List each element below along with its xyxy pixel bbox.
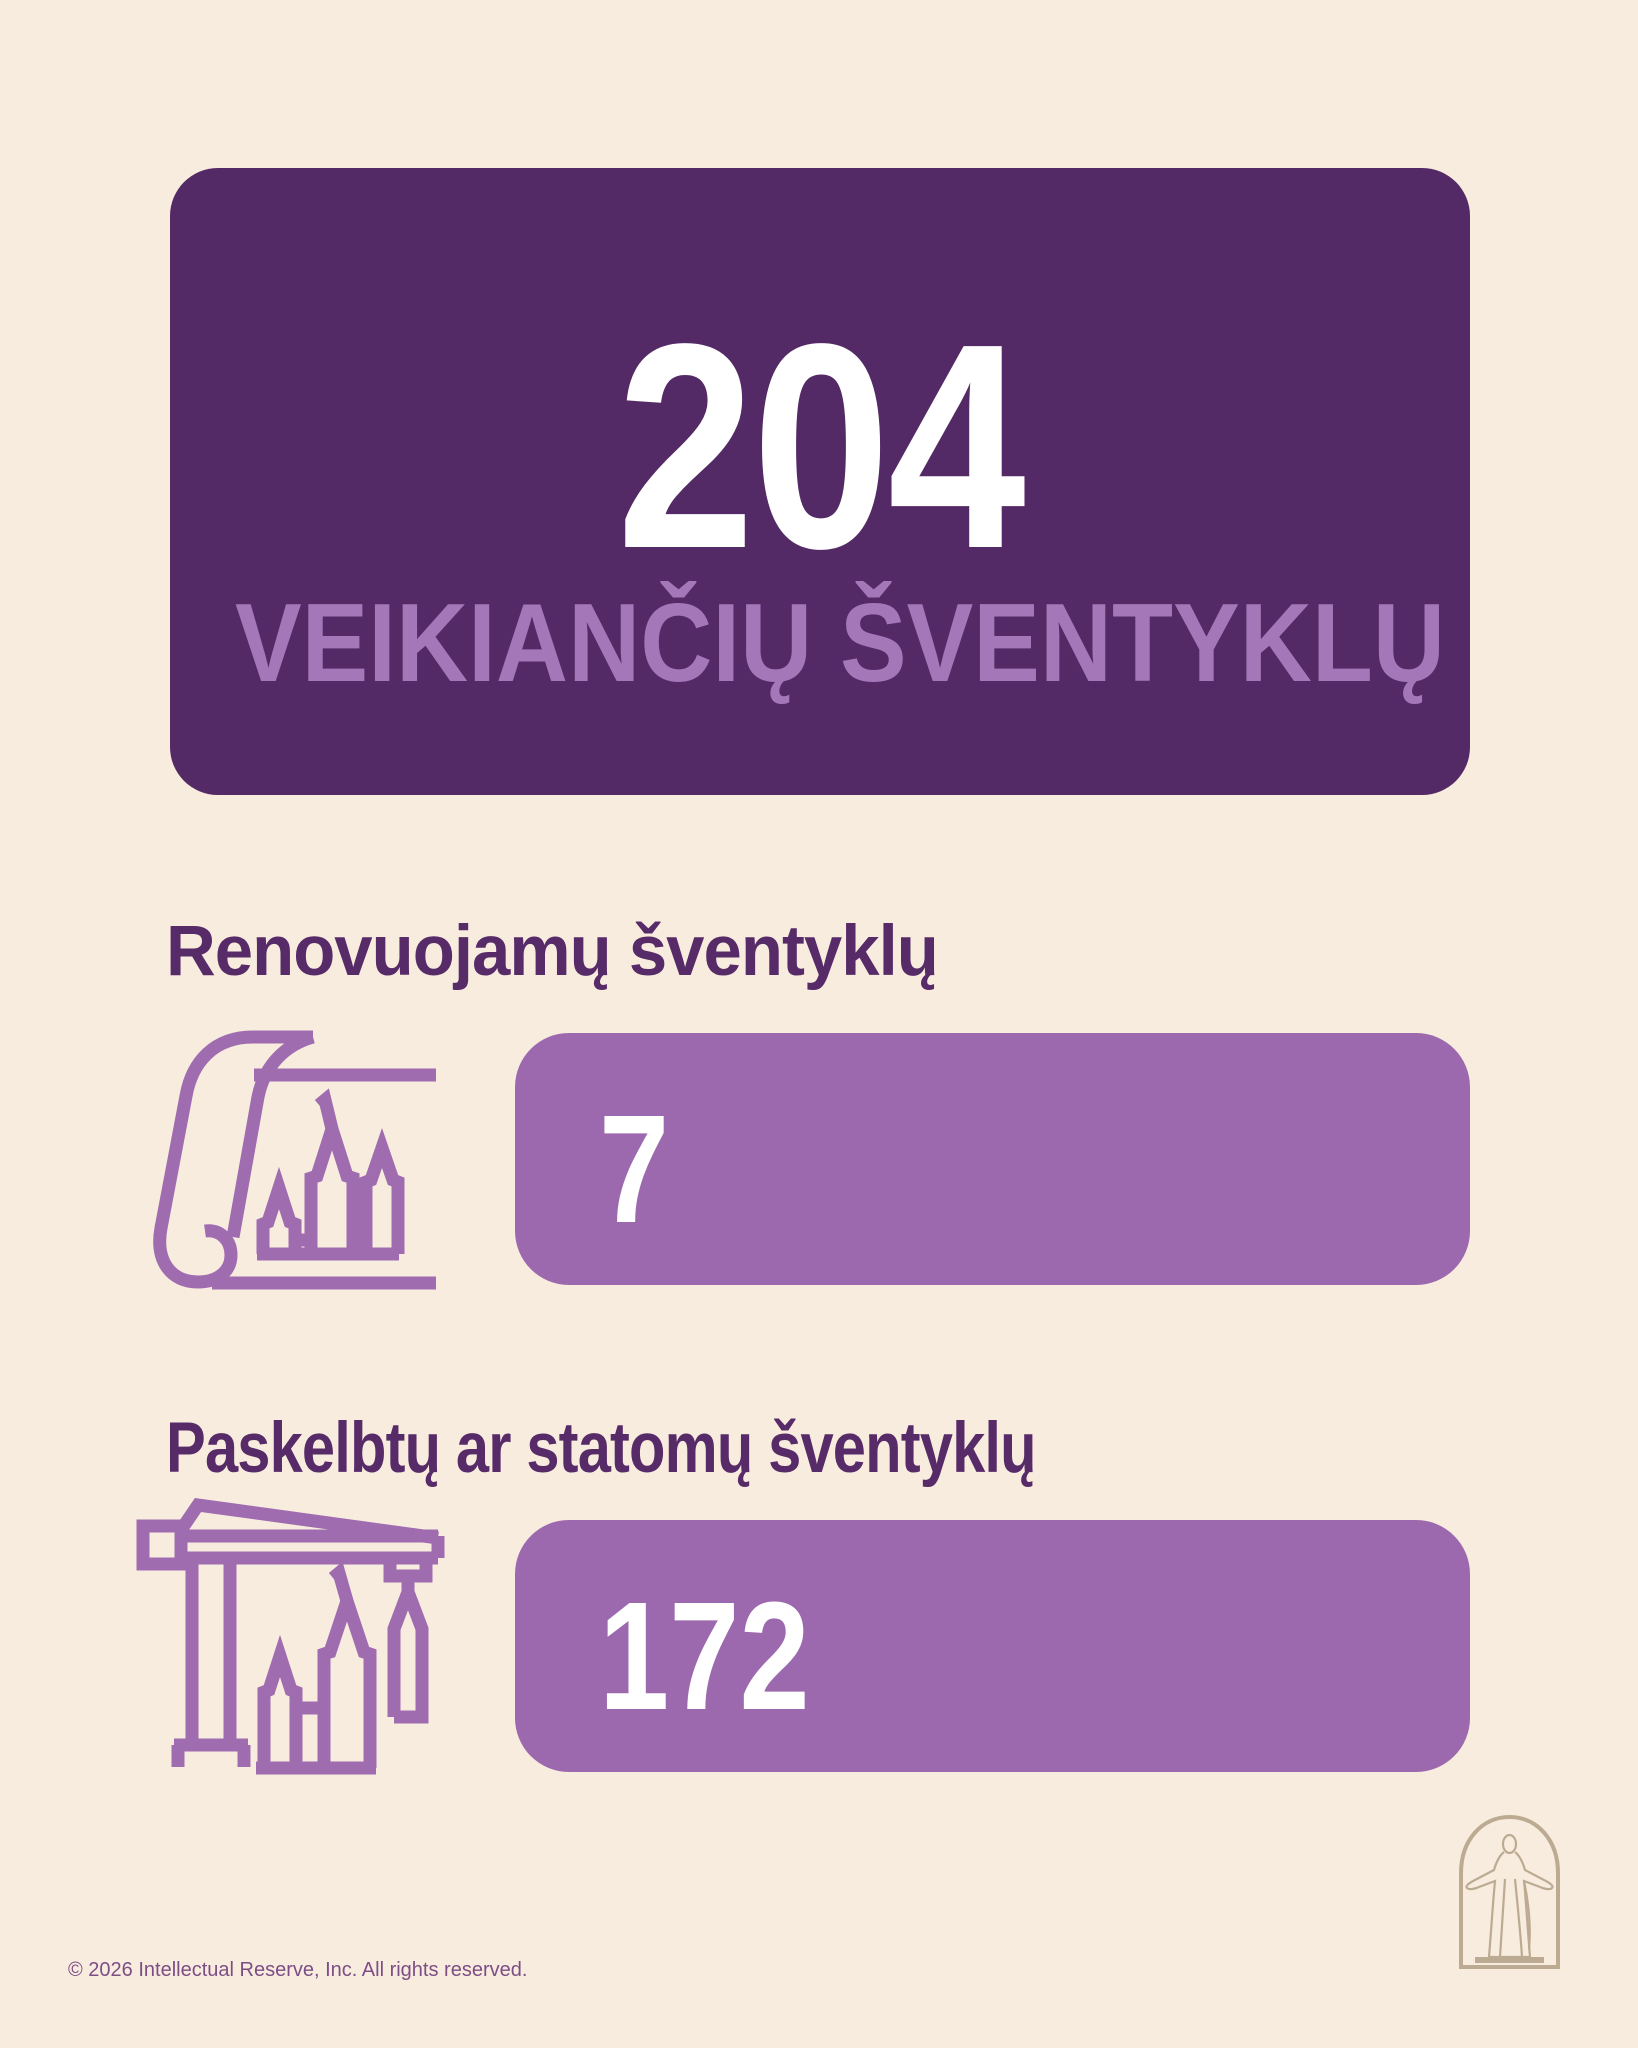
hero-stat-card: 204 VEIKIANČIŲ ŠVENTYKLŲ bbox=[170, 168, 1470, 795]
renovation-temples-count: 7 bbox=[599, 1083, 670, 1255]
renovation-stat-bar: 7 bbox=[515, 1033, 1470, 1285]
operating-temples-count: 204 bbox=[616, 283, 1026, 609]
christus-arch-logo-wrap bbox=[1455, 1809, 1564, 1973]
christus-arch-logo bbox=[1459, 1814, 1560, 1969]
blueprint-temple-icon bbox=[153, 1030, 436, 1290]
construction-stat-bar: 172 bbox=[515, 1520, 1470, 1772]
copyright-text: © 2026 Intellectual Reserve, Inc. All ri… bbox=[68, 1959, 528, 1981]
construction-crane-temple-icon-wrap bbox=[136, 1496, 445, 1775]
construction-section-heading: Paskelbtų ar statomų šventyklų bbox=[166, 1409, 1037, 1488]
operating-temples-label: VEIKIANČIŲ ŠVENTYKLŲ bbox=[235, 581, 1446, 705]
construction-crane-temple-icon bbox=[136, 1498, 445, 1775]
blueprint-temple-icon-wrap bbox=[150, 1030, 436, 1290]
construction-temples-count: 172 bbox=[599, 1570, 810, 1742]
renovation-section-heading: Renovuojamų šventyklų bbox=[166, 912, 939, 991]
